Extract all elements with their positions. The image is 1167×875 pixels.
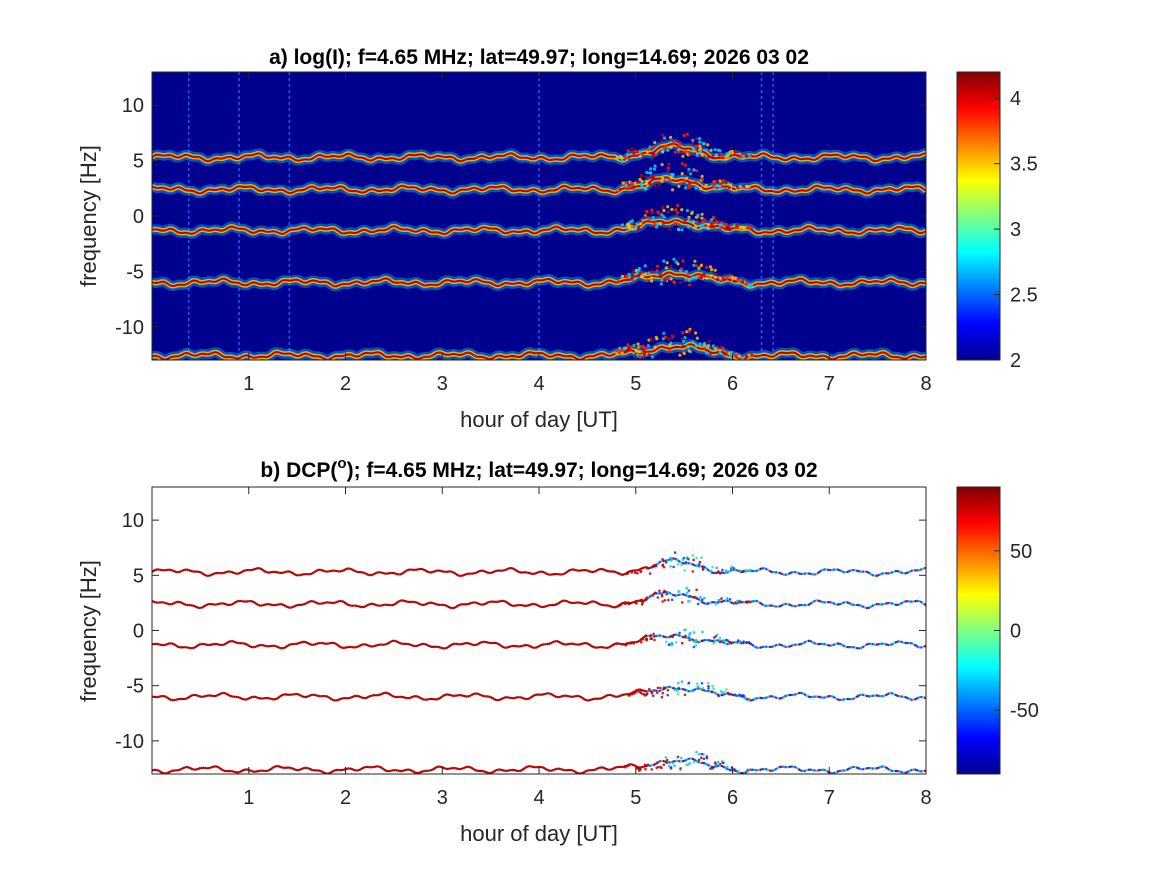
- panel-a-ticks: 1 2 3 4 5 6 7 8 10 5 0 -5 -10: [115, 72, 932, 395]
- doppler-trace: [152, 750, 926, 774]
- panel-a-title: a) log(I); f=4.65 MHz; lat=49.97; long=1…: [269, 46, 809, 69]
- panel-b-plot-background: [152, 487, 926, 774]
- colorbar-tick-label: 3: [1010, 219, 1021, 241]
- panel-a-y-axis-label: frequency [Hz]: [76, 145, 101, 287]
- disturbance-spread: [617, 257, 754, 288]
- panel-b-colorbar: [956, 486, 1001, 775]
- panel-b-colorbar-ticks: 50 0 -50: [994, 541, 1039, 722]
- x-tick-label: 5: [630, 373, 641, 395]
- x-tick-label: 3: [437, 373, 448, 395]
- panel-b-dcp-marks: [152, 551, 926, 774]
- doppler-trace: [152, 586, 926, 610]
- x-tick-label: 4: [533, 787, 544, 809]
- x-tick-label: 6: [727, 373, 738, 395]
- panel-b-ticks: 1 2 3 4 5 6 7 8 10 5 0 -5 -10: [115, 487, 932, 809]
- disturbance-spread: [616, 162, 752, 192]
- colorbar-tick-label: 0: [1010, 621, 1021, 643]
- doppler-trace: [152, 132, 926, 167]
- y-tick-label: -5: [126, 676, 144, 698]
- x-tick-label: 1: [243, 373, 254, 395]
- disturbance-spread: [615, 132, 752, 163]
- x-tick-label: 6: [727, 787, 738, 809]
- y-tick-label: 0: [133, 621, 144, 643]
- x-tick-label: 2: [340, 373, 351, 395]
- x-tick-label: 7: [824, 787, 835, 809]
- y-tick-label: 10: [122, 510, 144, 532]
- x-tick-label: 7: [824, 373, 835, 395]
- y-tick-label: 10: [122, 95, 144, 117]
- disturbance-spread: [617, 551, 752, 576]
- doppler-trace: [152, 162, 926, 199]
- y-tick-label: 0: [133, 206, 144, 228]
- y-tick-label: -10: [115, 317, 144, 339]
- panel-a-x-axis-label: hour of day [UT]: [460, 407, 618, 432]
- panel-b-x-axis-label: hour of day [UT]: [460, 821, 618, 846]
- x-tick-label: 4: [533, 373, 544, 395]
- panel-a-log-intensity: a) log(I); f=4.65 MHz; lat=49.97; long=1…: [76, 46, 1038, 432]
- panel-b-dcp: b) DCP(o); f=4.65 MHz; lat=49.97; long=1…: [76, 455, 1039, 846]
- y-tick-label: 5: [133, 565, 144, 587]
- y-tick-label: -5: [126, 261, 144, 283]
- y-tick-label: 5: [133, 151, 144, 173]
- panel-a-colorbar-ticks: 4 3.5 3 2.5 2: [994, 88, 1038, 372]
- colorbar-tick-label: 4: [1010, 88, 1021, 110]
- colorbar-tick-label: -50: [1010, 700, 1039, 722]
- x-tick-label: 2: [340, 787, 351, 809]
- disturbance-spread: [615, 628, 752, 649]
- x-tick-label: 1: [243, 787, 254, 809]
- disturbance-spread: [615, 327, 754, 360]
- x-tick-label: 3: [437, 787, 448, 809]
- panel-a-spectrogram-marks: [152, 72, 926, 360]
- x-tick-label: 8: [920, 787, 931, 809]
- panel-b-y-axis-label: frequency [Hz]: [76, 560, 101, 702]
- panel-b-title: b) DCP(o); f=4.65 MHz; lat=49.97; long=1…: [260, 455, 817, 482]
- x-tick-label: 5: [630, 787, 641, 809]
- disturbance-spread: [623, 750, 751, 774]
- doppler-trace: [152, 551, 926, 578]
- panel-a-colorbar: [956, 71, 1001, 361]
- colorbar-tick-label: 3.5: [1010, 154, 1038, 176]
- doppler-trace: [152, 680, 926, 702]
- x-tick-label: 8: [920, 373, 931, 395]
- colorbar-tick-label: 2: [1010, 350, 1021, 372]
- disturbance-spread: [616, 586, 753, 608]
- doppler-trace: [152, 203, 926, 240]
- colorbar-tick-label: 50: [1010, 541, 1032, 563]
- colorbar-tick-label: 2.5: [1010, 285, 1038, 307]
- y-tick-label: -10: [115, 731, 144, 753]
- doppler-trace: [152, 628, 926, 650]
- disturbance-spread: [627, 680, 751, 702]
- doppler-trace: [152, 257, 926, 292]
- disturbance-spread: [620, 203, 753, 232]
